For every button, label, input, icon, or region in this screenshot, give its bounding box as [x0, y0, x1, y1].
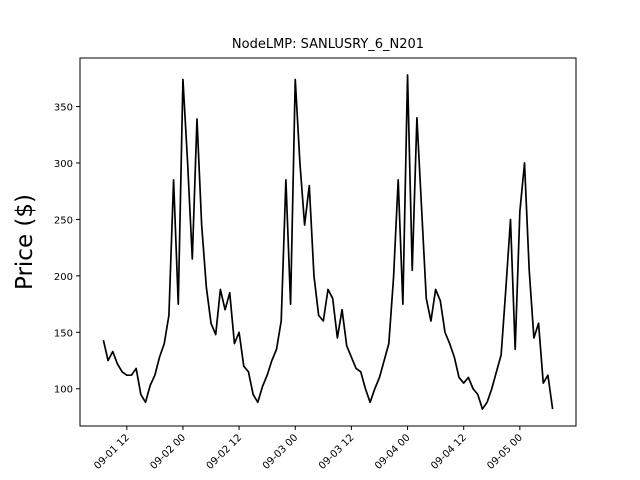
x-tick-label: 09-03 12	[317, 432, 357, 472]
chart-title: NodeLMP: SANLUSRY_6_N201	[232, 37, 424, 52]
y-tick-label: 300	[54, 159, 73, 170]
y-tick-label: 100	[54, 385, 73, 396]
plot-frame	[79, 57, 577, 427]
y-axis-label: Price ($)	[12, 194, 38, 290]
x-tick-label: 09-01 12	[92, 432, 132, 472]
x-tick-label: 09-02 12	[205, 432, 245, 472]
y-tick-label: 350	[54, 103, 73, 114]
x-tick-label: 09-03 00	[261, 432, 301, 472]
x-tick-label: 09-02 00	[148, 432, 188, 472]
y-tick-label: 200	[54, 272, 73, 283]
y-tick-label: 250	[54, 215, 73, 226]
price-line	[102, 74, 554, 410]
x-tick-label: 09-04 00	[373, 432, 413, 472]
x-tick-label: 09-05 00	[485, 432, 525, 472]
y-tick-label: 150	[54, 328, 73, 339]
x-tick-label: 09-04 12	[429, 432, 469, 472]
